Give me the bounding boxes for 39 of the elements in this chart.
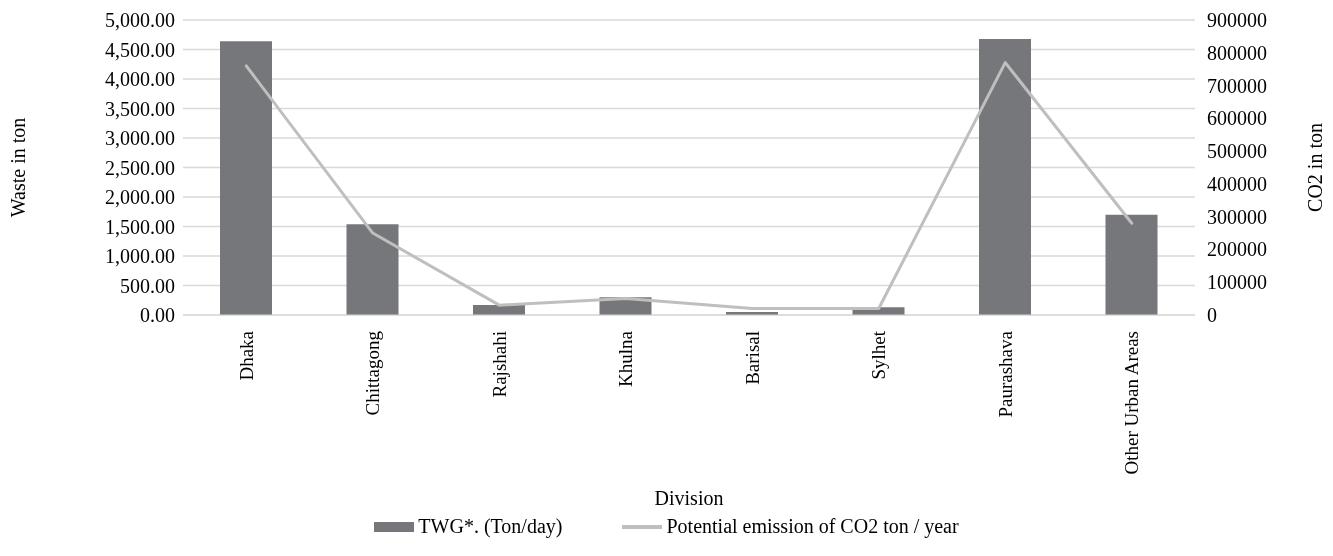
x-tick-label: Paurashava [994,330,1016,418]
y-tick-label: 2,500.00 [105,156,175,179]
x-axis-title: Division [654,487,724,509]
x-tick-label: Khulna [615,330,637,387]
bar [1105,214,1158,315]
bar [346,224,399,315]
y-tick-label: 4,500.00 [105,38,175,61]
y2-tick-label: 800000 [1207,41,1267,64]
y2-tick-label: 700000 [1207,74,1267,97]
x-tick-label: Rajshahi [488,331,510,398]
y2-tick-label: 300000 [1207,205,1267,228]
x-tick-label: Other Urban Areas [1121,331,1143,475]
y2-tick-label: 500000 [1207,140,1267,163]
y2-tick-label: 200000 [1207,238,1267,261]
y-tick-label: 3,000.00 [105,127,175,150]
y-tick-label: 3,500.00 [105,97,175,120]
bar [979,38,1031,315]
bar [220,41,272,315]
y2-axis-title: CO2 in ton [1304,123,1327,212]
y-tick-label: 5,000.00 [105,9,175,32]
y-tick-label: 2,000.00 [105,186,175,209]
x-tick-label: Sylhet [868,330,890,380]
y-tick-label: 500.00 [120,274,175,297]
y-tick-label: 1,000.00 [105,245,175,268]
y-axis-title: Waste in ton [7,117,30,218]
y-tick-label: 1,500.00 [105,215,175,238]
y2-tick-label: 0 [1207,304,1217,326]
x-tick-label: Dhaka [235,330,257,381]
x-tick-label: Chittagong [362,330,384,416]
line-series [244,61,1134,310]
y2-tick-label: 600000 [1207,107,1267,130]
x-tick-label: Barisal [741,331,763,385]
legend-label: Potential emission of CO2 ton / year [666,515,959,538]
y-tick-label: 4,000.00 [105,68,175,91]
y-tick-label: 0.00 [140,304,175,327]
legend-label: TWG*. (Ton/day) [418,515,563,538]
y2-tick-label: 900000 [1207,9,1267,31]
y2-tick-label: 400000 [1207,172,1267,195]
y2-tick-label: 100000 [1207,271,1267,294]
